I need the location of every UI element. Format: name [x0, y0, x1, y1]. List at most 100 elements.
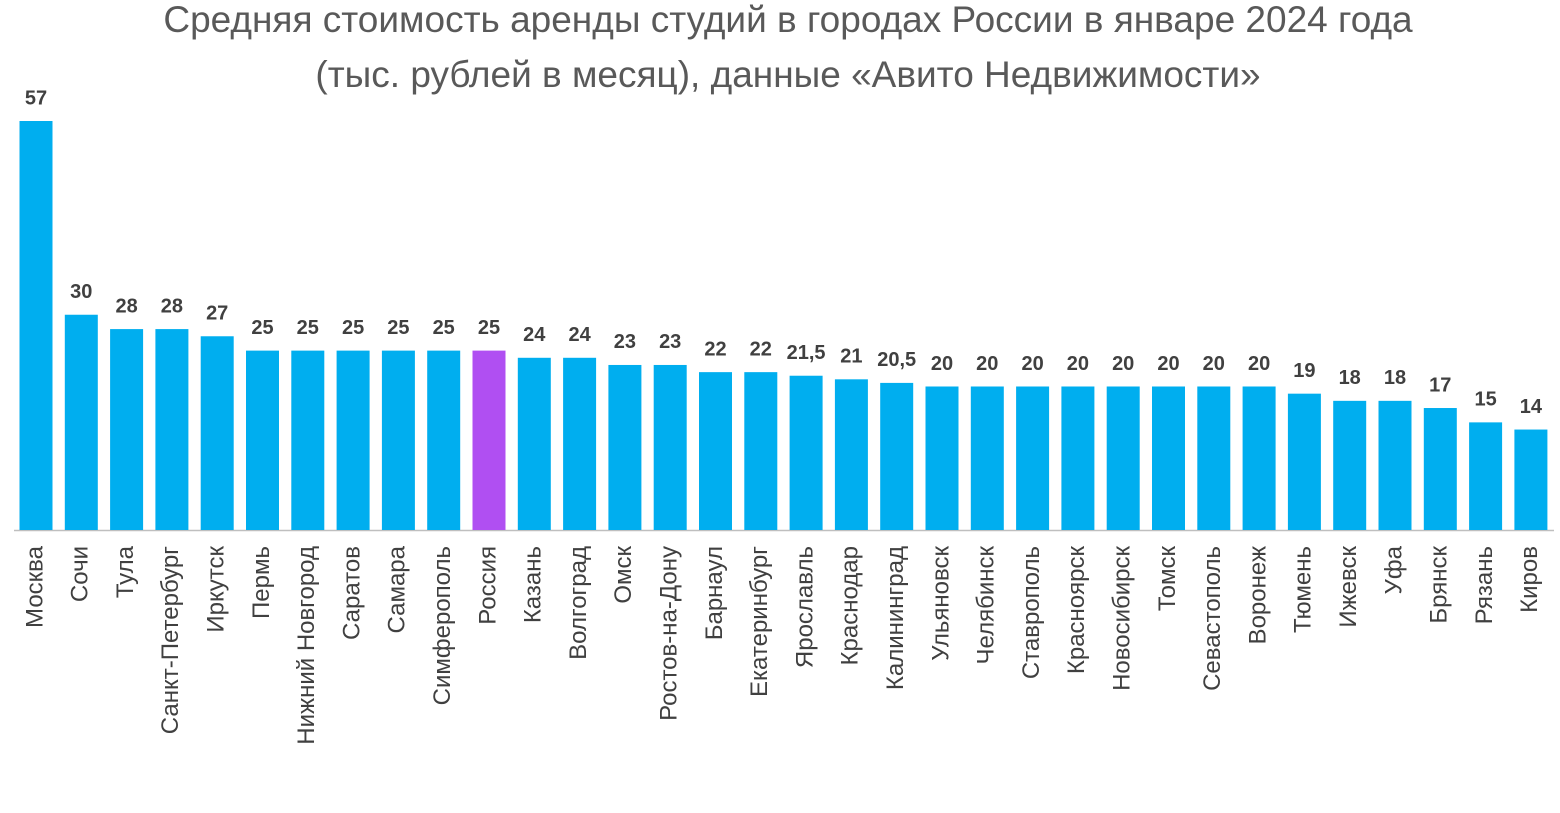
value-label: 27	[206, 303, 228, 325]
x-tick-label: Нижний Новгород	[293, 546, 320, 745]
x-tick-label: Киров	[1516, 546, 1543, 613]
x-tick-label: Самара	[384, 545, 411, 633]
x-tick-label: Ярославль	[791, 546, 818, 668]
value-label: 22	[704, 338, 726, 360]
bar	[64, 314, 98, 530]
x-tick-label: Ульяновск	[927, 546, 954, 661]
value-label: 20	[1112, 353, 1134, 375]
bar	[653, 364, 687, 530]
bar	[1423, 408, 1457, 530]
bar	[155, 329, 189, 530]
bar	[789, 375, 823, 530]
bar	[699, 372, 732, 530]
value-label: 57	[25, 87, 47, 109]
value-label: 25	[478, 317, 500, 339]
x-tick-label: Россия	[474, 546, 501, 625]
bar	[291, 350, 325, 530]
value-label: 15	[1474, 389, 1496, 411]
x-tick-label: Ростов-на-Дону	[656, 546, 683, 721]
x-tick-label: Москва	[21, 545, 48, 628]
x-tick-label: Севастополь	[1199, 546, 1226, 691]
x-tick-label: Уфа	[1380, 545, 1407, 594]
value-label: 21	[840, 346, 862, 368]
value-label: 20	[1021, 353, 1043, 375]
value-label: 20	[931, 353, 953, 375]
value-label: 25	[433, 317, 455, 339]
bar	[1106, 386, 1140, 530]
x-tick-label: Калининград	[882, 546, 909, 690]
bar	[1242, 386, 1276, 530]
bar	[1469, 422, 1503, 530]
bar	[608, 364, 642, 530]
value-label: 25	[251, 317, 273, 339]
bar	[880, 382, 914, 530]
bar	[834, 379, 868, 530]
x-tick-label: Ижевск	[1335, 546, 1362, 628]
bar	[1016, 386, 1050, 530]
x-tick-label: Омск	[610, 546, 637, 604]
x-tick-label: Тюмень	[1290, 546, 1317, 633]
bar	[1197, 386, 1231, 530]
x-tick-label: Санкт-Петербург	[157, 546, 184, 734]
bar	[1287, 393, 1321, 530]
value-label: 25	[342, 317, 364, 339]
x-tick-label: Ставрополь	[1018, 546, 1045, 679]
value-label: 24	[568, 324, 591, 346]
x-tick-label: Саратов	[338, 546, 365, 640]
bar	[1061, 386, 1095, 530]
x-tick-label: Брянск	[1426, 546, 1453, 624]
x-tick-label: Казань	[520, 546, 547, 623]
value-label: 30	[70, 281, 92, 303]
x-tick-label: Новосибирск	[1109, 546, 1136, 691]
value-label: 28	[161, 295, 183, 317]
x-tick-label: Екатеринбург	[746, 546, 773, 697]
value-label: 20	[976, 353, 998, 375]
value-label: 19	[1293, 360, 1315, 382]
x-tick-label: Воронеж	[1244, 546, 1271, 644]
value-label: 18	[1384, 367, 1406, 389]
value-label: 28	[115, 295, 137, 317]
x-tick-label: Пермь	[248, 546, 275, 619]
x-tick-label: Красноярск	[1063, 546, 1090, 675]
x-tick-label: Сочи	[67, 546, 94, 602]
value-label: 20,5	[877, 349, 916, 371]
value-label: 25	[297, 317, 319, 339]
value-label: 20	[1157, 353, 1179, 375]
value-label: 22	[750, 338, 772, 360]
bar	[1152, 386, 1185, 530]
bar	[110, 329, 144, 530]
bar	[563, 357, 597, 530]
value-label: 20	[1067, 353, 1089, 375]
value-label: 23	[659, 331, 681, 353]
bar	[970, 386, 1004, 530]
value-label: 18	[1339, 367, 1361, 389]
bar	[744, 372, 778, 530]
bar	[200, 336, 234, 530]
value-label: 14	[1520, 396, 1543, 418]
bar	[472, 350, 506, 530]
x-tick-label: Симферополь	[429, 546, 456, 705]
bar	[517, 357, 551, 530]
bar	[1514, 429, 1548, 530]
x-tick-label: Тула	[112, 545, 139, 598]
bar	[246, 350, 279, 530]
value-label: 21,5	[787, 342, 826, 364]
x-tick-label: Волгоград	[565, 546, 592, 660]
value-label: 20	[1203, 353, 1225, 375]
x-tick-label: Барнаул	[701, 546, 728, 640]
value-label: 20	[1248, 353, 1270, 375]
value-label: 25	[387, 317, 409, 339]
value-label: 17	[1429, 374, 1451, 396]
x-tick-label: Краснодар	[837, 546, 864, 665]
bar	[336, 350, 370, 530]
bar	[427, 350, 461, 530]
value-label: 24	[523, 324, 546, 346]
x-tick-label: Томск	[1154, 546, 1181, 612]
bar	[1378, 400, 1412, 530]
chart-title: (тыс. рублей в месяц), данные «Авито Нед…	[315, 54, 1260, 95]
value-label: 23	[614, 331, 636, 353]
chart-title: Средняя стоимость аренды студий в города…	[163, 0, 1413, 40]
bar	[381, 350, 415, 530]
